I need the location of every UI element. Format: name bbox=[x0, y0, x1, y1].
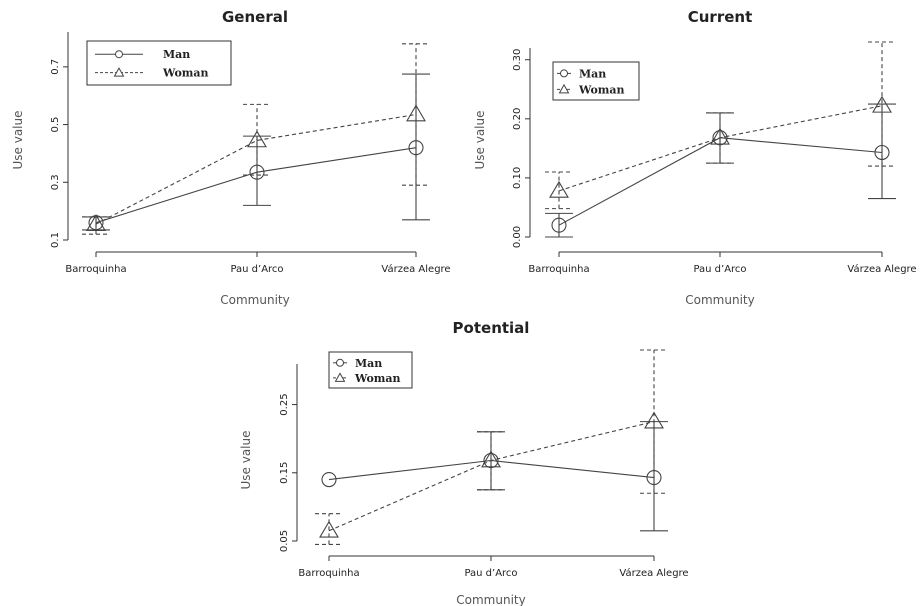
data-point-triangle bbox=[247, 130, 267, 148]
y-tick-label: 0.25 bbox=[279, 393, 290, 415]
error-bar bbox=[545, 171, 573, 210]
legend-label: Man bbox=[579, 67, 606, 80]
legend-marker-triangle bbox=[113, 67, 125, 77]
legend-label: Woman bbox=[354, 372, 401, 385]
series-woman bbox=[315, 349, 668, 545]
legend-marker-triangle bbox=[334, 372, 346, 382]
legend-marker-circle bbox=[115, 50, 123, 59]
data-point-triangle bbox=[86, 214, 106, 231]
legend: Man Woman bbox=[552, 61, 640, 101]
error-bar bbox=[545, 212, 573, 238]
legend-label: Woman bbox=[578, 83, 625, 96]
y-tick-label: 0.5 bbox=[50, 117, 61, 133]
y-tick-label: 0.15 bbox=[279, 462, 290, 484]
legend-label: Man bbox=[355, 357, 382, 370]
y-tick-label: 0.30 bbox=[512, 49, 523, 71]
data-point-triangle bbox=[549, 180, 569, 198]
y-tick-label: 0.20 bbox=[512, 108, 523, 130]
chart-title: Potential bbox=[453, 319, 530, 337]
error-bar bbox=[402, 43, 430, 186]
y-axis-label: Use value bbox=[11, 110, 25, 169]
y-tick-label: 0.7 bbox=[50, 59, 61, 75]
data-point-triangle bbox=[406, 104, 426, 122]
x-tick-label: Barroquinha bbox=[65, 264, 126, 275]
series-woman bbox=[545, 41, 896, 210]
data-point-triangle bbox=[644, 411, 664, 429]
legend-box bbox=[552, 61, 640, 101]
x-axis-label: Community bbox=[685, 293, 754, 307]
series-man bbox=[545, 103, 896, 238]
data-point-circle bbox=[712, 130, 728, 146]
y-axis-label: Use value bbox=[239, 430, 253, 489]
chart-title: General bbox=[222, 8, 288, 26]
legend: Man Woman bbox=[86, 40, 232, 86]
error-bar bbox=[706, 112, 734, 164]
chart-potential: Potential 0.05 0.15 0.25 Use value Barroquinh… bbox=[239, 319, 689, 606]
x-tick-label: Pau d’Arco bbox=[464, 568, 517, 579]
legend-box bbox=[328, 351, 413, 389]
data-point-circle bbox=[874, 144, 890, 161]
chart-general: General 0.1 0.3 0.5 0.7 Use value Barroquinha P… bbox=[11, 8, 451, 307]
data-point-triangle bbox=[872, 95, 892, 113]
x-tick-label: Barroquinha bbox=[298, 568, 359, 579]
error-bar bbox=[477, 431, 505, 491]
y-tick-label: 0.1 bbox=[50, 232, 61, 248]
x-tick-label: Várzea Alegre bbox=[847, 263, 916, 275]
error-bar bbox=[640, 349, 668, 494]
legend-marker-circle bbox=[336, 358, 344, 367]
data-point-triangle bbox=[319, 520, 339, 538]
series-man bbox=[82, 73, 430, 231]
legend-marker-triangle bbox=[558, 83, 570, 94]
series-line bbox=[558, 105, 883, 192]
data-point-circle bbox=[551, 217, 567, 233]
y-tick-label: 0.10 bbox=[512, 167, 523, 189]
legend-box bbox=[86, 40, 232, 86]
legend-label: Man bbox=[163, 48, 190, 61]
y-axis-label: Use value bbox=[473, 110, 487, 169]
error-bar bbox=[82, 216, 110, 235]
series-woman bbox=[82, 43, 430, 235]
legend: Man Woman bbox=[328, 351, 413, 389]
data-point-triangle bbox=[710, 127, 730, 145]
x-tick-label: Pau d’Arco bbox=[693, 264, 746, 275]
series-line bbox=[95, 147, 417, 224]
x-axis-label: Community bbox=[456, 593, 525, 606]
error-bar bbox=[868, 41, 896, 167]
x-tick-label: Várzea Alegre bbox=[381, 263, 450, 275]
y-tick-label: 0.00 bbox=[512, 226, 523, 248]
y-tick-label: 0.05 bbox=[279, 530, 290, 552]
error-bar bbox=[315, 513, 343, 545]
x-tick-label: Pau d’Arco bbox=[230, 264, 283, 275]
series-line bbox=[95, 113, 417, 225]
x-axis-label: Community bbox=[220, 293, 289, 307]
series-man bbox=[321, 421, 668, 532]
chart-current: Current 0.00 0.10 0.20 0.30 Use value Barroqui… bbox=[473, 8, 917, 307]
data-point-circle bbox=[321, 472, 337, 488]
chart-title: Current bbox=[688, 8, 753, 26]
error-bar bbox=[243, 103, 271, 176]
data-point-triangle bbox=[481, 450, 501, 468]
y-tick-label: 0.3 bbox=[50, 174, 61, 190]
x-tick-label: Várzea Alegre bbox=[619, 567, 688, 579]
x-tick-label: Barroquinha bbox=[528, 264, 589, 275]
legend-marker-circle bbox=[560, 69, 568, 78]
legend-label: Woman bbox=[162, 67, 209, 80]
